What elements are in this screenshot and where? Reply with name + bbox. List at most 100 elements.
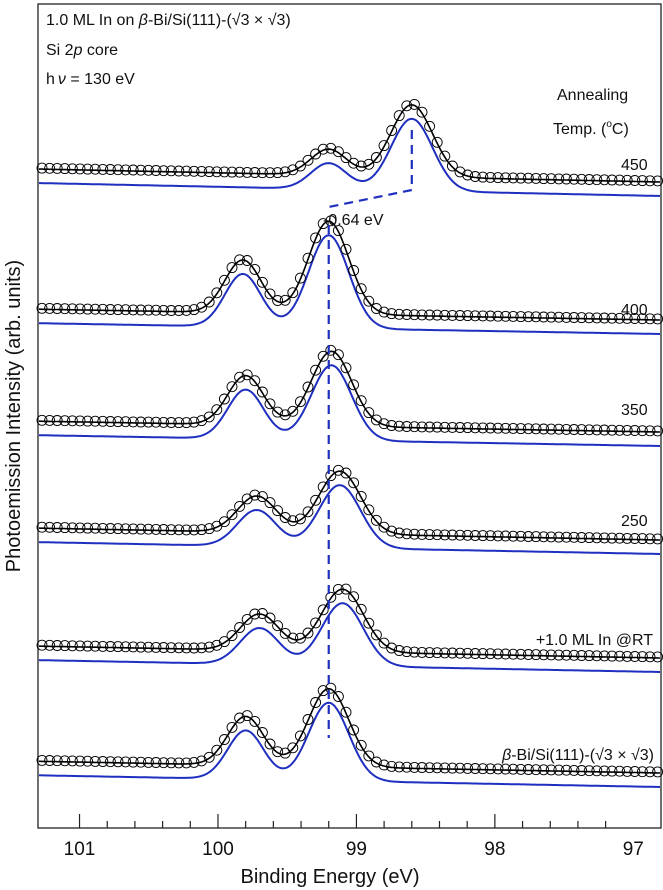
- data-point-4: [363, 617, 375, 629]
- data-point-1: [568, 312, 580, 323]
- data-point-0: [272, 167, 284, 179]
- data-point-3: [416, 528, 428, 540]
- data-point-4: [393, 645, 405, 656]
- sample-label: 1.0 ML In on β-Bi/Si(111)-(√3 × √3): [46, 12, 291, 29]
- data-point-3: [568, 531, 580, 543]
- data-point-4: [89, 640, 101, 652]
- data-point-3: [469, 530, 481, 541]
- data-point-3: [112, 523, 124, 535]
- data-point-1: [173, 305, 185, 316]
- data-point-0: [234, 166, 246, 178]
- data-point-3: [538, 531, 550, 543]
- data-point-3: [591, 532, 603, 544]
- data-point-1: [36, 302, 48, 314]
- data-point-4: [370, 629, 382, 641]
- data-point-4: [598, 650, 610, 662]
- data-point-4: [82, 640, 94, 652]
- data-point-4: [401, 646, 413, 658]
- data-point-1: [127, 304, 139, 316]
- data-point-2: [120, 416, 132, 428]
- data-point-1: [135, 304, 147, 316]
- data-point-5: [158, 757, 170, 769]
- data-point-1: [370, 303, 382, 314]
- data-point-2: [500, 422, 512, 434]
- data-point-0: [507, 172, 519, 184]
- data-point-5: [644, 766, 656, 778]
- data-point-4: [294, 632, 306, 644]
- data-point-5: [431, 762, 443, 774]
- data-point-0: [158, 165, 170, 177]
- data-point-5: [553, 764, 565, 776]
- data-point-1: [424, 309, 436, 321]
- data-point-1: [196, 301, 208, 313]
- x-tick-label: 101: [64, 839, 96, 860]
- x-axis-label: Binding Energy (eV): [241, 866, 420, 888]
- data-point-5: [279, 747, 291, 759]
- data-point-2: [112, 416, 124, 428]
- data-point-4: [484, 648, 496, 660]
- data-point-0: [348, 157, 360, 169]
- data-point-2: [591, 424, 603, 436]
- data-point-5: [310, 697, 322, 708]
- data-point-0: [188, 165, 200, 177]
- data-point-1: [112, 304, 124, 316]
- data-point-2: [127, 416, 139, 428]
- data-point-0: [89, 163, 101, 175]
- legend-title: Annealing: [557, 87, 628, 104]
- data-point-5: [112, 756, 124, 768]
- data-line-0: [39, 104, 661, 183]
- peak-guide-lines: [327, 130, 413, 738]
- data-point-1: [104, 304, 116, 315]
- data-point-4: [507, 648, 519, 660]
- data-point-3: [454, 529, 466, 541]
- data-point-0: [226, 166, 238, 178]
- data-point-5: [606, 765, 618, 777]
- data-point-1: [340, 243, 352, 255]
- data-point-0: [165, 165, 177, 177]
- data-point-3: [51, 522, 63, 533]
- data-point-0: [393, 110, 405, 122]
- data-point-0: [211, 166, 223, 178]
- data-point-2: [142, 416, 154, 428]
- data-point-5: [515, 763, 527, 775]
- data-point-1: [203, 296, 215, 308]
- data-point-3: [150, 523, 162, 535]
- legend-subtitle: Temp. (oC): [553, 119, 629, 138]
- data-point-2: [530, 423, 542, 435]
- data-point-5: [234, 712, 246, 724]
- data-point-4: [446, 647, 458, 659]
- data-point-4: [545, 649, 557, 661]
- data-point-5: [51, 755, 63, 767]
- data-point-3: [500, 530, 512, 542]
- data-point-4: [469, 648, 481, 659]
- data-point-4: [287, 632, 299, 644]
- data-point-5: [340, 706, 352, 718]
- data-point-4: [606, 650, 618, 662]
- data-point-5: [636, 766, 648, 778]
- data-point-1: [294, 272, 306, 284]
- data-point-3: [203, 523, 215, 535]
- data-point-5: [522, 764, 534, 775]
- data-point-5: [325, 682, 337, 694]
- data-point-2: [522, 423, 534, 435]
- data-point-3: [59, 522, 71, 534]
- data-point-4: [59, 640, 71, 652]
- data-point-3: [44, 521, 56, 533]
- data-point-0: [120, 164, 132, 176]
- data-point-4: [180, 642, 192, 654]
- data-point-3: [515, 530, 527, 542]
- data-point-4: [636, 651, 648, 663]
- data-point-3: [272, 505, 284, 517]
- data-point-4: [332, 583, 344, 595]
- data-point-4: [302, 627, 314, 639]
- data-point-1: [120, 304, 132, 316]
- data-point-4: [211, 639, 223, 651]
- data-point-5: [142, 756, 154, 768]
- data-point-0: [256, 167, 268, 179]
- data-point-5: [439, 762, 451, 774]
- data-point-1: [462, 310, 474, 322]
- fit-line-4: [38, 602, 660, 673]
- data-point-4: [439, 647, 451, 659]
- data-point-2: [226, 381, 238, 393]
- data-point-4: [416, 646, 428, 658]
